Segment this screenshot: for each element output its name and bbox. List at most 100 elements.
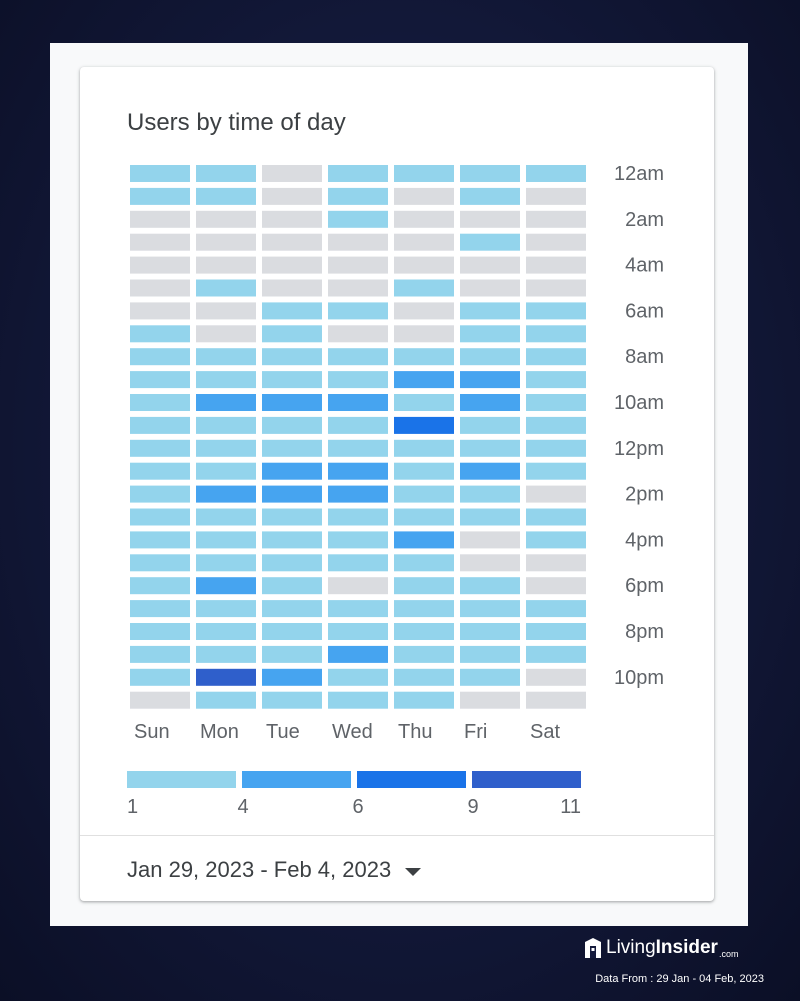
heatmap-cell	[526, 691, 586, 709]
heatmap-cell	[526, 668, 586, 686]
heatmap-cell	[328, 279, 388, 297]
heatmap-cell	[460, 462, 520, 480]
heatmap-cell	[460, 531, 520, 549]
heatmap-cell	[460, 233, 520, 251]
heatmap-cell	[526, 600, 586, 618]
heatmap-cell	[196, 348, 256, 366]
heatmap-cell	[460, 623, 520, 640]
heatmap-cell	[526, 439, 586, 457]
x-tick-label: Mon	[200, 721, 239, 743]
heatmap-cell	[262, 394, 322, 411]
heatmap-cell	[394, 462, 454, 480]
heatmap-cell	[526, 531, 586, 549]
heatmap-cell	[394, 325, 454, 343]
heatmap-cell	[328, 508, 388, 526]
heatmap-cell	[394, 210, 454, 228]
heatmap-cell	[196, 691, 256, 709]
card-divider	[80, 835, 714, 836]
heatmap-cell	[394, 623, 454, 640]
heatmap-cell	[262, 462, 322, 480]
heatmap-cell	[394, 531, 454, 549]
heatmap-cell	[394, 439, 454, 457]
heatmap-cell	[526, 554, 586, 572]
y-tick-label: 6am	[625, 300, 664, 322]
heatmap-cell	[460, 279, 520, 297]
heatmap-cell	[460, 485, 520, 503]
x-tick-label: Thu	[398, 721, 432, 743]
heatmap-cell	[526, 371, 586, 389]
heatmap-cell	[328, 485, 388, 503]
heatmap-cell	[328, 554, 388, 572]
heatmap-cell	[196, 302, 256, 320]
heatmap-cell	[394, 233, 454, 251]
y-tick-label: 12pm	[614, 438, 664, 460]
heatmap-cell	[526, 462, 586, 480]
heatmap-cell	[526, 279, 586, 297]
heatmap-cell	[130, 439, 190, 457]
heatmap-cell	[262, 256, 322, 274]
heatmap-cell	[262, 554, 322, 572]
y-tick-label: 8pm	[625, 621, 664, 643]
legend-label: 11	[560, 796, 581, 818]
heatmap-cell	[328, 233, 388, 251]
heatmap-cell	[328, 668, 388, 686]
heatmap-cell	[262, 302, 322, 320]
heatmap-cell	[196, 531, 256, 549]
heatmap-cell	[460, 187, 520, 205]
heatmap-cell	[262, 348, 322, 366]
heatmap-cell	[394, 645, 454, 663]
heatmap-cell	[328, 600, 388, 618]
heatmap-cell	[328, 416, 388, 434]
heatmap-cell	[130, 302, 190, 320]
heatmap-cell	[460, 325, 520, 343]
heatmap-cell	[262, 485, 322, 503]
heatmap-cell	[394, 348, 454, 366]
heatmap-cell	[394, 416, 454, 434]
y-tick-label: 2am	[625, 209, 664, 231]
heatmap-cell	[262, 210, 322, 228]
heatmap-cell	[196, 416, 256, 434]
legend-swatch	[472, 771, 581, 788]
heatmap-cell	[328, 577, 388, 595]
brand-name: LivingInsider.com	[606, 937, 739, 959]
heatmap-cell	[130, 279, 190, 297]
heatmap-cell	[394, 577, 454, 595]
heatmap-cell	[196, 439, 256, 457]
heatmap-cell	[394, 691, 454, 709]
heatmap-cell	[526, 302, 586, 320]
heatmap-cell	[130, 325, 190, 343]
heatmap-cell	[196, 394, 256, 411]
heatmap-cell	[262, 668, 322, 686]
heatmap-cell	[460, 210, 520, 228]
heatmap-cell	[328, 645, 388, 663]
heatmap-cell	[130, 531, 190, 549]
heatmap-cell	[262, 279, 322, 297]
heatmap-cell	[130, 256, 190, 274]
y-tick-label: 12am	[614, 163, 664, 185]
heatmap-cell	[460, 371, 520, 389]
users-by-time-card: Users by time of day 12am 2am 4am 6am 8am 10a…	[80, 67, 714, 901]
x-tick-label: Sun	[134, 721, 170, 743]
heatmap-cell	[196, 623, 256, 640]
heatmap-cell	[328, 187, 388, 205]
date-range-label: Jan 29, 2023 - Feb 4, 2023	[127, 857, 392, 882]
dropdown-caret-icon	[405, 868, 422, 876]
heatmap-cell	[394, 485, 454, 503]
heatmap-cell	[262, 531, 322, 549]
heatmap-cell	[394, 187, 454, 205]
heatmap-cell	[394, 302, 454, 320]
heatmap-cell	[196, 508, 256, 526]
heatmap-cell	[130, 577, 190, 595]
heatmap-cell	[130, 416, 190, 434]
legend-swatch	[242, 771, 351, 788]
data-from-note: Data From : 29 Jan - 04 Feb, 2023	[595, 973, 764, 985]
date-range-selector[interactable]: Jan 29, 2023 - Feb 4, 2023	[127, 855, 422, 885]
card-title: Users by time of day	[127, 109, 346, 136]
heatmap-cell	[130, 623, 190, 640]
heatmap-cell	[328, 623, 388, 640]
heatmap-cell	[460, 691, 520, 709]
heatmap-cell	[196, 187, 256, 205]
heatmap-cell	[460, 165, 520, 182]
heatmap-cell	[526, 645, 586, 663]
heatmap-cell	[394, 279, 454, 297]
